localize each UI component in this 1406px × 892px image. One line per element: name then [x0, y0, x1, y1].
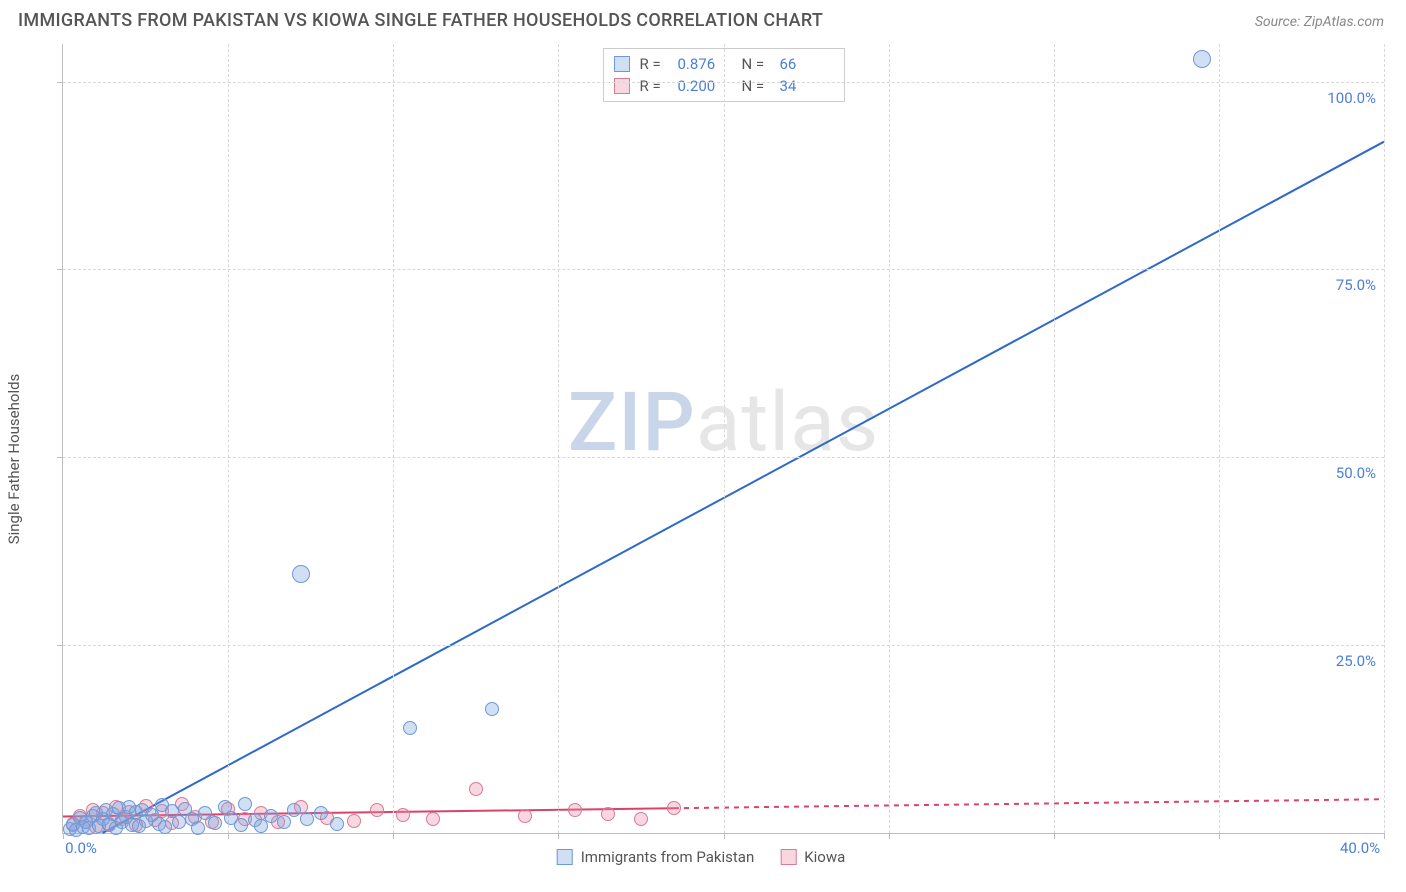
data-point-a: [208, 816, 222, 830]
data-point-a: [264, 809, 278, 823]
legend-label-b: Kiowa: [804, 848, 845, 866]
data-point-a: [234, 818, 248, 832]
y-tick-label: 100.0%: [1327, 89, 1376, 107]
data-point-b: [634, 812, 648, 826]
x-tick-mark: [1219, 833, 1220, 839]
y-tick-label: 50.0%: [1336, 464, 1376, 482]
data-point-b: [469, 782, 483, 796]
x-tick-mark: [889, 833, 890, 839]
y-tick-mark: [57, 82, 63, 83]
data-point-a: [172, 815, 186, 829]
data-point-a: [287, 803, 301, 817]
x-tick-mark: [558, 833, 559, 839]
x-tick-label: 40.0%: [1340, 839, 1380, 857]
legend-item-b: Kiowa: [780, 848, 845, 866]
data-point-a: [158, 820, 172, 834]
gridline-v: [558, 44, 559, 833]
y-axis-label: Single Father Households: [5, 374, 23, 545]
data-point-b: [396, 808, 410, 822]
legend-n-value-a: 66: [780, 53, 834, 75]
legend-r-label: R =: [640, 75, 668, 97]
gridline-v: [1219, 44, 1220, 833]
y-tick-mark: [57, 269, 63, 270]
y-tick-label: 75.0%: [1336, 276, 1376, 294]
trend-line: [103, 142, 1384, 833]
legend-n-label: N =: [742, 75, 770, 97]
x-tick-mark: [1054, 833, 1055, 839]
source-name: ZipAtlas.com: [1304, 14, 1384, 30]
data-point-a: [238, 797, 252, 811]
legend-swatch-b: [614, 78, 630, 94]
gridline-v: [724, 44, 725, 833]
legend-label-a: Immigrants from Pakistan: [581, 848, 755, 866]
legend-r-label: R =: [640, 53, 668, 75]
trend-line: [674, 799, 1384, 808]
y-tick-mark: [57, 645, 63, 646]
x-tick-mark: [1384, 833, 1385, 839]
data-point-a: [330, 817, 344, 831]
x-tick-mark: [393, 833, 394, 839]
gridline-v: [1384, 44, 1385, 833]
source-attribution: Source: ZipAtlas.com: [1255, 14, 1384, 30]
legend-swatch-b: [780, 849, 796, 865]
data-point-b: [667, 801, 681, 815]
data-point-b: [601, 807, 615, 821]
chart-title: IMMIGRANTS FROM PAKISTAN VS KIOWA SINGLE…: [18, 10, 823, 31]
plot-area: ZIPatlas R = 0.876 N = 66 R = 0.200 N = …: [62, 44, 1384, 834]
legend-swatch-a: [614, 56, 630, 72]
legend-swatch-a: [557, 849, 573, 865]
data-point-b: [370, 803, 384, 817]
data-point-a: [191, 821, 205, 835]
chart-container: Single Father Households ZIPatlas R = 0.…: [18, 44, 1384, 874]
data-point-a: [300, 812, 314, 826]
data-point-a: [292, 565, 310, 583]
x-tick-mark: [228, 833, 229, 839]
data-point-a: [314, 806, 328, 820]
data-point-a: [277, 815, 291, 829]
data-point-a: [485, 702, 499, 716]
gridline-v: [393, 44, 394, 833]
gridline-v: [889, 44, 890, 833]
data-point-b: [518, 809, 532, 823]
x-tick-mark: [724, 833, 725, 839]
legend-n-value-b: 34: [780, 75, 834, 97]
gridline-v: [228, 44, 229, 833]
data-point-a: [1193, 50, 1211, 68]
x-tick-label: 0.0%: [65, 839, 97, 857]
legend-item-a: Immigrants from Pakistan: [557, 848, 755, 866]
data-point-b: [347, 814, 361, 828]
legend-n-label: N =: [742, 53, 770, 75]
legend-bottom: Immigrants from Pakistan Kiowa: [557, 848, 846, 866]
data-point-a: [403, 721, 417, 735]
source-prefix: Source:: [1255, 14, 1304, 30]
data-point-b: [426, 812, 440, 826]
gridline-v: [1054, 44, 1055, 833]
data-point-b: [568, 803, 582, 817]
y-tick-mark: [57, 457, 63, 458]
y-tick-label: 25.0%: [1336, 652, 1376, 670]
